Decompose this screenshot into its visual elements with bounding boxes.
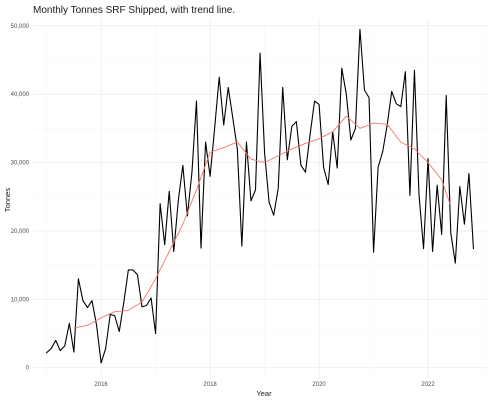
x-tick-label: 2022	[421, 382, 435, 388]
y-tick-label: 0	[26, 366, 30, 372]
y-axis-ticks: 0 10,000 20,000 30,000 40,000 50,000	[11, 24, 30, 372]
y-tick-label: 40,000	[11, 92, 30, 98]
y-tick-label: 30,000	[11, 161, 30, 167]
chart-title: Monthly Tonnes SRF Shipped, with trend l…	[33, 5, 235, 16]
x-axis-title: Year	[256, 389, 272, 398]
y-axis-title: Tonnes	[3, 188, 12, 212]
x-tick-label: 2016	[94, 382, 108, 388]
y-tick-label: 50,000	[11, 24, 30, 30]
monthly-tonnes-line	[46, 28, 474, 364]
trend-line	[73, 115, 451, 329]
x-axis-ticks: 2016 2018 2020 2022	[94, 382, 435, 388]
y-tick-label: 10,000	[11, 297, 30, 303]
x-tick-label: 2018	[203, 382, 217, 388]
x-tick-label: 2020	[312, 382, 326, 388]
y-tick-label: 20,000	[11, 229, 30, 235]
series-layer	[46, 28, 474, 364]
